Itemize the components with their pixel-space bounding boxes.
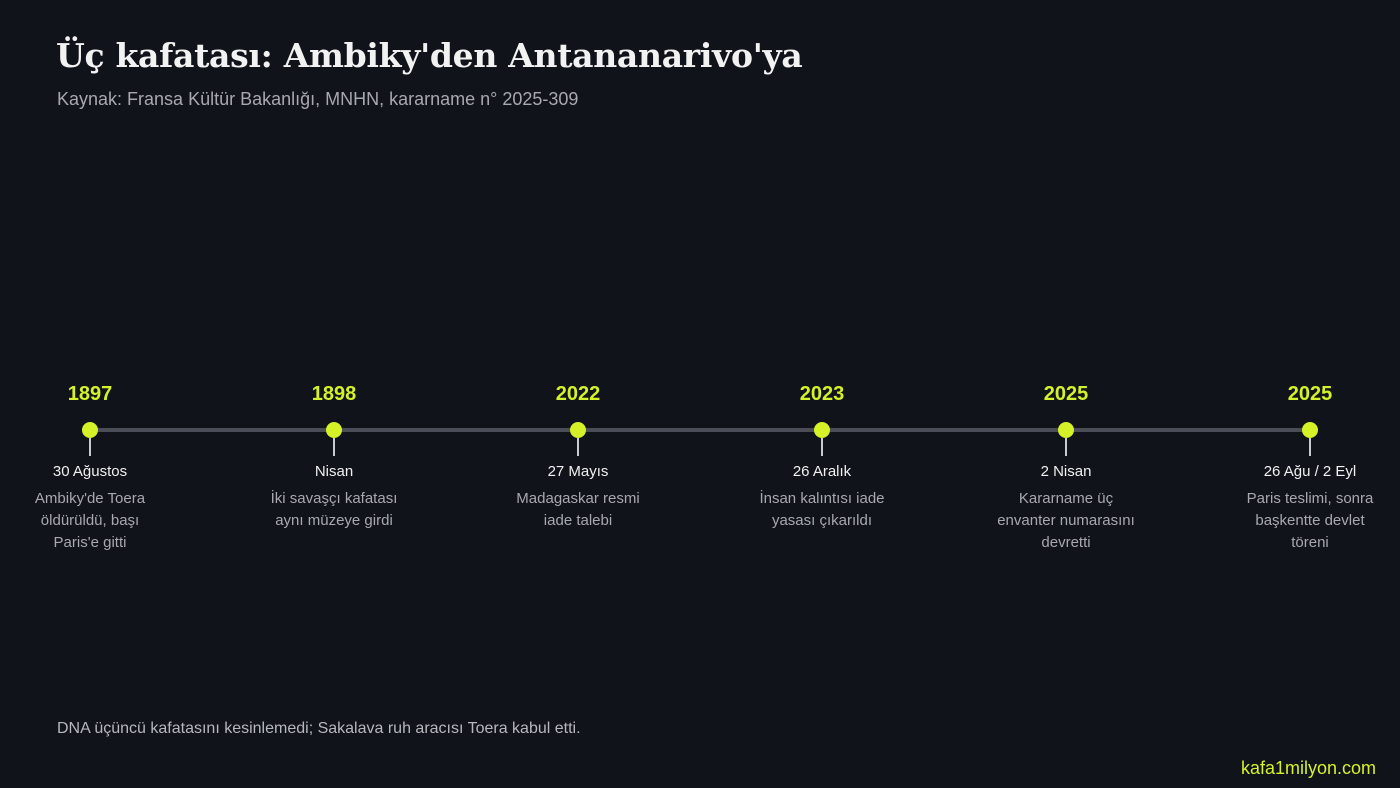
event-year: 2025 xyxy=(1043,383,1089,405)
timeline-event: 2025 2 Nisan Kararname üç envanter numar… xyxy=(976,380,1156,580)
event-connector xyxy=(821,438,823,456)
timeline-event: 2022 27 Mayıs Madagaskar resmi iade tale… xyxy=(488,380,668,580)
timeline-event: 2025 26 Ağu / 2 Eyl Paris teslimi, sonra… xyxy=(1220,380,1400,580)
event-marker-dot xyxy=(1302,422,1318,438)
timeline-axis-line xyxy=(90,428,1310,432)
event-date: 26 Ağu / 2 Eyl xyxy=(1263,463,1357,480)
event-description: Ambiky'de Toera öldürüldü, başı Paris'e … xyxy=(34,490,146,551)
event-connector xyxy=(89,438,91,456)
event-description: Kararname üç envanter numarasını devrett… xyxy=(997,490,1135,551)
brand-link[interactable]: kafa1milyon.com xyxy=(1240,758,1376,778)
source-subtitle: Kaynak: Fransa Kültür Bakanlığı, MNHN, k… xyxy=(57,89,579,109)
event-marker-dot xyxy=(82,422,98,438)
footnote: DNA üçüncü kafatasını kesinlemedi; Sakal… xyxy=(57,720,581,737)
event-marker-dot xyxy=(570,422,586,438)
event-marker-dot xyxy=(1058,422,1074,438)
event-connector xyxy=(333,438,335,456)
event-description: İnsan kalıntısı iade yasası çıkarıldı xyxy=(759,490,885,529)
event-date: Nisan xyxy=(314,463,354,480)
timeline-event: 1897 30 Ağustos Ambiky'de Toera öldürüld… xyxy=(0,380,180,580)
event-date: 26 Aralık xyxy=(792,463,852,480)
event-year: 2023 xyxy=(799,383,845,405)
timeline-event: 2023 26 Aralık İnsan kalıntısı iade yasa… xyxy=(732,380,912,580)
event-connector xyxy=(1065,438,1067,456)
event-connector xyxy=(1309,438,1311,456)
event-description: Paris teslimi, sonra başkentte devlet tö… xyxy=(1246,490,1374,551)
timeline-event: 1898 Nisan İki savaşçı kafatası aynı müz… xyxy=(244,380,424,580)
event-date: 2 Nisan xyxy=(1040,463,1092,480)
page-title: Üç kafatası: Ambiky'den Antananarivo'ya xyxy=(56,36,803,75)
event-marker-dot xyxy=(326,422,342,438)
event-year: 1897 xyxy=(67,383,113,405)
event-year: 2022 xyxy=(555,383,601,405)
event-year: 2025 xyxy=(1287,383,1333,405)
event-description: İki savaşçı kafatası aynı müzeye girdi xyxy=(270,490,398,529)
event-date: 27 Mayıs xyxy=(547,463,609,480)
event-marker-dot xyxy=(814,422,830,438)
event-connector xyxy=(577,438,579,456)
event-date: 30 Ağustos xyxy=(52,463,128,480)
event-description: Madagaskar resmi iade talebi xyxy=(516,490,640,529)
event-year: 1898 xyxy=(311,383,357,405)
